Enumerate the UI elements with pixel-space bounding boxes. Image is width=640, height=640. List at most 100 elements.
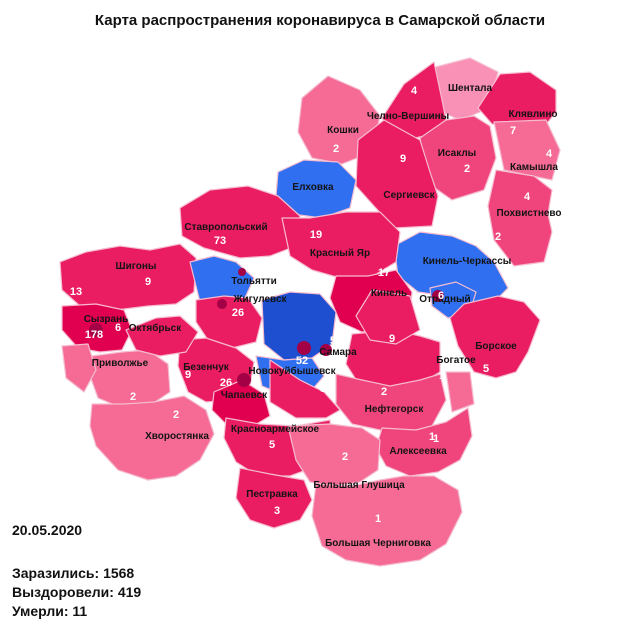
- died-stat: Умерли: 11: [12, 603, 87, 619]
- infected-stat: Заразились: 1568: [12, 565, 134, 581]
- region-name-label: Безенчук: [183, 362, 230, 373]
- region-shape-30: [235, 467, 313, 529]
- region-name-label: Большая Черниговка: [325, 538, 431, 549]
- region-shape-23: [449, 295, 541, 379]
- region-name-label: Октябрьск: [129, 322, 183, 334]
- infected-value: 1568: [103, 565, 135, 581]
- region-case-count: 73: [214, 235, 226, 247]
- region-name-label: Борское: [475, 341, 517, 352]
- map-title: Карта распространения коронавируса в Сам…: [94, 12, 546, 29]
- region-name-label: Ставропольский: [184, 222, 267, 233]
- region-shape-29: [287, 423, 381, 487]
- region-case-count: 1: [433, 433, 439, 445]
- region-case-count: 2: [59, 367, 65, 379]
- region-name-label: Шигоны: [116, 261, 157, 272]
- region-case-count: 19: [310, 229, 322, 241]
- region-name-label: Челно-Вершины: [367, 111, 449, 122]
- region-case-count: 178: [85, 329, 103, 341]
- region-case-count: 9: [185, 369, 191, 381]
- region-name-label: Тольятти: [231, 276, 277, 287]
- region-name-label: Клявлино: [509, 109, 558, 120]
- region-name-label: Исаклы: [438, 148, 476, 159]
- region-name-label: Пестравка: [246, 489, 298, 500]
- region-shape-31: [311, 475, 463, 567]
- region-name-label: Жигулевск: [232, 294, 287, 305]
- city-dot-4: [237, 373, 251, 387]
- region-case-count: 2: [333, 143, 339, 155]
- recovered-value: 419: [117, 584, 142, 600]
- region-name-label: Красный Яр: [310, 248, 370, 259]
- region-name-label: Хворостянка: [145, 431, 209, 442]
- region-shape-36: [355, 289, 421, 345]
- region-shape-28: [375, 407, 473, 477]
- region-name-label: Похвистнево: [496, 208, 561, 219]
- city-dot-5: [320, 344, 332, 356]
- city-dot-1: [432, 290, 444, 302]
- city-dot-0: [217, 299, 227, 309]
- region-shape-18: [261, 291, 337, 361]
- region-case-count: 1: [429, 431, 435, 443]
- region-case-count: 13: [70, 286, 82, 298]
- region-name-label: Большая Глушица: [313, 480, 405, 491]
- region-shape-12: [59, 243, 197, 311]
- region-name-label: Приволжье: [92, 358, 149, 369]
- region-shape-15: [195, 295, 263, 349]
- region-case-count: 5: [483, 363, 489, 375]
- city-dot-6: [238, 268, 246, 276]
- region-shape-5: [493, 119, 561, 181]
- region-name-label: Кошки: [327, 125, 359, 136]
- city-dots: [89, 268, 444, 387]
- region-case-count: 3: [274, 505, 280, 517]
- region-shape-26: [89, 395, 215, 481]
- region-name-label: Чапаевск: [221, 390, 268, 401]
- region-case-count: 2: [130, 391, 136, 403]
- region-case-count: 6: [438, 290, 444, 302]
- region-shape-8: [487, 169, 553, 267]
- region-case-count: 4: [524, 191, 531, 203]
- region-case-count: 2: [173, 409, 179, 421]
- region-case-count: 26: [220, 377, 232, 389]
- region-case-count: 9: [145, 276, 151, 288]
- region-shape-34: [61, 343, 97, 393]
- region-shape-20: [89, 349, 171, 409]
- region-case-count: 1: [375, 513, 381, 525]
- region-name-label: Сызрань: [84, 314, 129, 325]
- region-shapes: [59, 57, 561, 567]
- region-case-count: 6: [115, 322, 121, 334]
- region-name-label: Нефтегорск: [365, 403, 425, 415]
- region-shape-33: [125, 315, 199, 357]
- recovered-stat: Выздоровели: 419: [12, 584, 141, 600]
- region-name-label: Алексеевка: [389, 446, 447, 457]
- region-shape-7: [355, 119, 439, 229]
- region-shape-11: [281, 211, 401, 279]
- region-name-label: Кинель-Черкассы: [423, 256, 512, 267]
- died-value: 11: [72, 603, 88, 619]
- region-case-count: 26: [232, 307, 244, 319]
- region-case-count: 4: [411, 85, 418, 97]
- region-shape-32: [269, 359, 341, 419]
- region-case-count: 2: [342, 451, 348, 463]
- region-case-count: 439: [246, 263, 264, 275]
- region-name-label: Самара: [319, 347, 357, 358]
- region-name-label: Шентала: [448, 83, 492, 94]
- region-case-count: 17: [378, 267, 390, 279]
- region-shape-25: [335, 373, 447, 435]
- report-date: 20.05.2020: [12, 522, 83, 538]
- region-shape-10: [393, 231, 509, 303]
- region-name-label: Красноармейское: [231, 424, 320, 435]
- region-case-count: 36: [320, 383, 332, 395]
- died-label: Умерли:: [12, 603, 69, 619]
- region-labels: Шентала Клявлино 7 Челно-Вершины 4 Кошки 2 Исак…: [59, 83, 562, 549]
- region-name-label: Кинель: [371, 288, 407, 299]
- region-name-label: Богатое: [436, 355, 476, 366]
- city-dot-2: [89, 323, 103, 337]
- recovered-label: Выздоровели:: [12, 584, 114, 600]
- region-name-label: Сергиевск: [383, 190, 435, 201]
- region-shape-35: [445, 371, 475, 413]
- region-case-count: 1: [439, 370, 445, 382]
- region-case-count: 52: [296, 355, 308, 367]
- region-name-label: Камышла: [510, 162, 558, 173]
- region-case-count: 9: [389, 333, 395, 345]
- region-case-count: 7: [510, 125, 516, 137]
